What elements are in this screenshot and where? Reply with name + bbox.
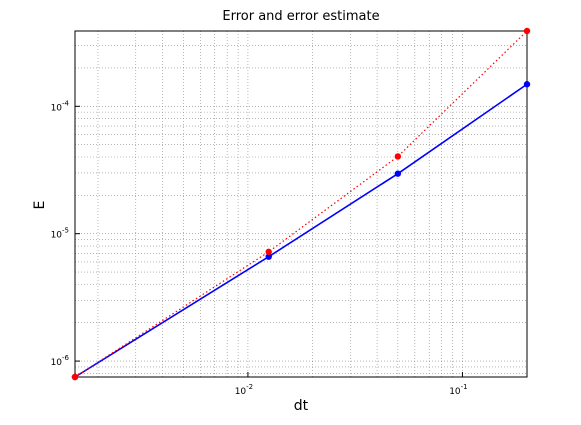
chart-title: Error and error estimate: [222, 9, 379, 24]
data-point: [265, 248, 272, 256]
plot-frame: [74, 30, 528, 378]
tick-label: 10-4: [51, 99, 70, 113]
tick-label: 10-6: [51, 354, 70, 368]
series-line: [74, 83, 528, 378]
data-point: [71, 373, 79, 381]
tick-label: 10-1: [449, 383, 467, 397]
series-line: [74, 30, 528, 378]
data-point: [394, 170, 402, 177]
data-point: [523, 81, 531, 88]
data-point: [265, 253, 272, 260]
tick-label: 10-5: [51, 227, 69, 241]
data-point: [394, 153, 402, 160]
y-axis-label: E: [32, 201, 48, 210]
tick-label: 10-2: [235, 383, 253, 397]
x-axis-label: dt: [294, 398, 309, 414]
data-point: [523, 27, 531, 35]
